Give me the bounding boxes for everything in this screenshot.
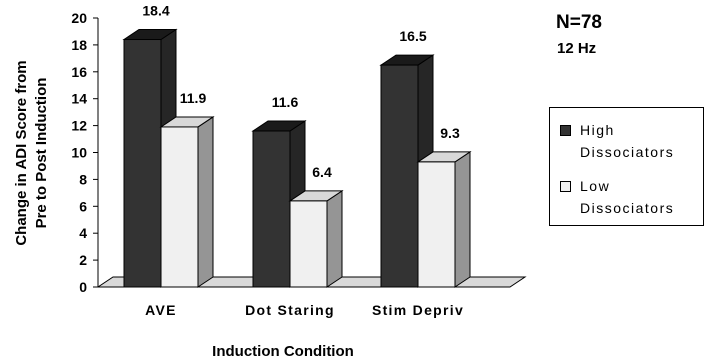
y-tick-labels: 0 2 4 6 8 10 12 14 16 18 20 xyxy=(71,10,87,295)
bar-low-0 xyxy=(159,116,215,288)
y-tick-label: 4 xyxy=(79,225,87,241)
legend-high-line1: High xyxy=(580,122,615,138)
legend-swatch-high xyxy=(560,125,571,136)
data-label: 9.3 xyxy=(440,125,460,141)
data-label: 11.9 xyxy=(180,90,207,106)
bar-side xyxy=(197,116,214,288)
x-tick-label: Stim Depriv xyxy=(372,302,464,318)
x-tick-labels: AVE Dot Staring Stim Depriv xyxy=(145,302,464,318)
y-tick-label: 14 xyxy=(71,91,87,107)
bar-front xyxy=(380,64,419,288)
y-tick-label: 8 xyxy=(79,171,87,187)
x-tick-label: AVE xyxy=(145,302,177,318)
y-axis-label-line-2: Pre to Post Induction xyxy=(33,78,50,229)
y-axis-label-line-1: Change in ADI Score from xyxy=(13,60,30,245)
y-tick-label: 12 xyxy=(71,118,87,134)
y-tick-label: 16 xyxy=(71,64,87,80)
chart-bars xyxy=(122,28,472,288)
legend-high-line2: Dissociators xyxy=(580,144,675,160)
data-label: 18.4 xyxy=(142,3,169,19)
legend-label-low: Low Dissociators xyxy=(580,175,700,219)
x-axis-label: Induction Condition xyxy=(212,343,354,360)
y-tick-label: 18 xyxy=(71,37,87,53)
chart-legend: High Dissociators Low Dissociators xyxy=(549,107,704,226)
bar-side xyxy=(326,189,343,288)
y-tick-label: 10 xyxy=(71,145,87,161)
legend-low-line1: Low xyxy=(580,178,611,194)
bar-front xyxy=(123,39,162,288)
legend-label-high: High Dissociators xyxy=(580,119,700,163)
y-tick-label: 20 xyxy=(71,10,87,26)
bar-front xyxy=(417,161,456,288)
bar-low-2 xyxy=(416,150,472,288)
sample-size-note: N=78 xyxy=(556,12,602,33)
bar-front xyxy=(289,200,328,288)
legend-low-line2: Dissociators xyxy=(580,200,675,216)
x-tick-label: Dot Staring xyxy=(245,302,335,318)
y-tick-label: 6 xyxy=(79,198,87,214)
data-label: 6.4 xyxy=(312,164,332,180)
data-labels: 18.4 11.9 11.6 6.4 16.5 9.3 xyxy=(142,3,460,180)
data-label: 16.5 xyxy=(399,28,426,44)
bar-side xyxy=(454,150,471,288)
y-tick-label: 0 xyxy=(79,279,87,295)
frequency-note: 12 Hz xyxy=(557,40,597,57)
y-tick-label: 2 xyxy=(79,252,87,268)
bar-front xyxy=(160,126,199,288)
bar-front xyxy=(252,130,291,288)
data-label: 11.6 xyxy=(272,94,299,110)
legend-swatch-low xyxy=(560,181,571,192)
bar-low-1 xyxy=(288,189,344,288)
